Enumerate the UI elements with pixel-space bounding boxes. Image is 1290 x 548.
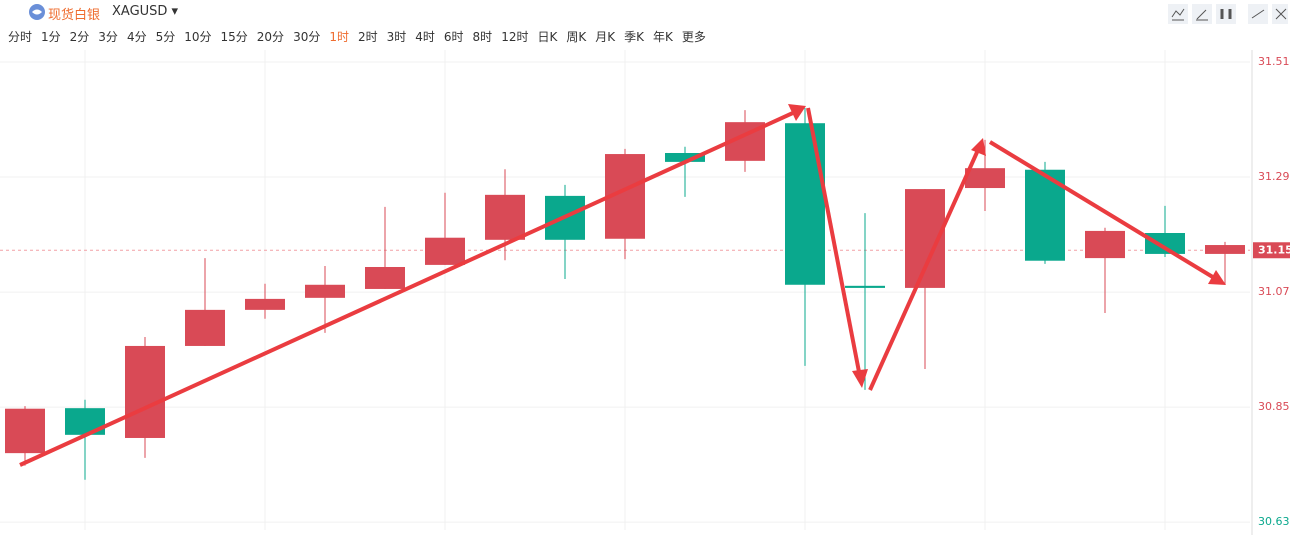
period-tab[interactable]: 12时 <box>501 30 529 44</box>
period-tab[interactable]: 月K <box>595 30 616 44</box>
period-tab[interactable]: 15分 <box>220 30 248 44</box>
period-tab[interactable]: 更多 <box>681 30 706 44</box>
candle-body <box>1145 233 1185 254</box>
period-tab[interactable]: 日K <box>537 30 558 44</box>
period-tab[interactable]: 8时 <box>472 30 493 44</box>
period-tabs: 分时 1分 2分 3分 4分 5分 10分 15分 20分 30分 1时 2时 3时 4时 6时 8时 12时日… <box>8 28 715 45</box>
candle-body <box>1085 230 1125 259</box>
candle-body <box>365 266 405 289</box>
period-tab[interactable]: 30分 <box>293 30 321 44</box>
symbol-name[interactable]: 现货白银 <box>48 8 101 23</box>
period-tab[interactable]: 年K <box>652 30 673 44</box>
candle-body <box>425 237 465 265</box>
symbol-code-text: XAGUSD <box>112 4 168 19</box>
candle-body <box>245 298 285 310</box>
trend-arrows <box>19 104 1226 467</box>
symbol-code[interactable]: XAGUSD ▾ <box>112 4 179 19</box>
period-tab[interactable]: 4分 <box>126 30 147 44</box>
tool-icons[interactable] <box>1168 4 1288 26</box>
candle-body <box>1205 245 1245 254</box>
y-tick-label: 31.29 <box>1258 170 1290 183</box>
period-tab[interactable]: 季K <box>624 30 644 44</box>
candle-body <box>485 194 525 240</box>
last-price-box <box>1253 242 1290 259</box>
candle-body <box>125 345 165 438</box>
candle-body <box>965 168 1005 189</box>
period-tab[interactable]: 1时 <box>329 30 349 44</box>
candle-body <box>305 284 345 298</box>
header: 现货白银 XAGUSD ▾ <box>0 0 1290 25</box>
period-tab[interactable]: 2分 <box>69 30 90 44</box>
candle-body <box>665 153 705 162</box>
candle-body <box>5 408 45 454</box>
candle-body <box>185 309 225 346</box>
period-tab[interactable]: 10分 <box>184 30 212 44</box>
candle-body <box>785 123 825 285</box>
period-tab[interactable]: 3分 <box>98 30 118 44</box>
period-tab[interactable]: 周K <box>566 30 587 44</box>
y-tick-label: 30.63 <box>1258 515 1290 528</box>
symbol-icon <box>29 4 45 20</box>
y-tick-label: 31.51 <box>1258 55 1290 68</box>
candle-body <box>845 285 885 288</box>
last-price-label: 31.15 <box>1258 243 1290 256</box>
period-tab[interactable]: 20分 <box>256 30 285 44</box>
period-tab[interactable]: 3时 <box>386 30 407 44</box>
period-tab[interactable]: 5分 <box>155 30 176 44</box>
period-tab[interactable]: 2时 <box>357 30 378 44</box>
period-tab[interactable]: 4时 <box>415 30 435 44</box>
period-tab[interactable]: 1分 <box>41 30 61 44</box>
period-tab[interactable]: 分时 <box>8 30 33 44</box>
y-tick-label: 30.85 <box>1258 400 1290 413</box>
y-tick-label: 31.07 <box>1258 285 1290 298</box>
period-tab[interactable]: 6时 <box>443 30 464 44</box>
